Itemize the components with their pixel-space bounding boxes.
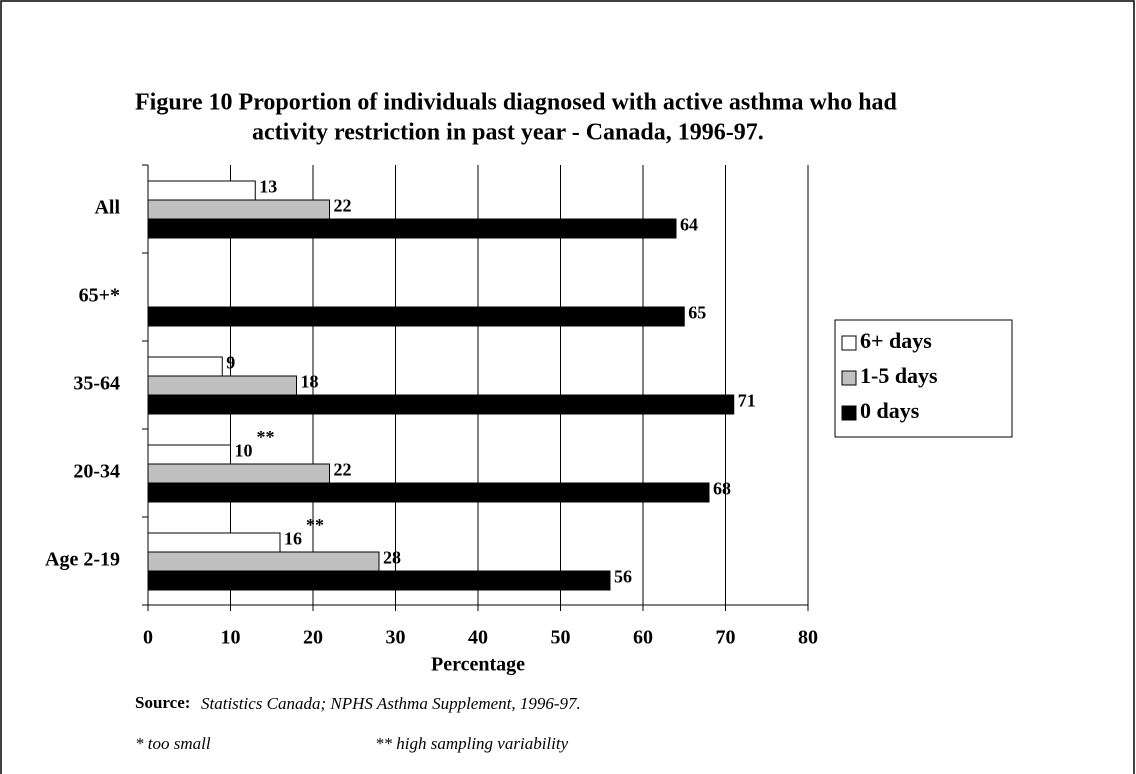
legend-swatch	[841, 405, 857, 421]
y-tick-label: All	[94, 197, 120, 219]
data-label: 10	[235, 441, 253, 461]
data-note: **	[257, 427, 275, 447]
data-note: **	[306, 515, 324, 535]
bar	[147, 444, 231, 465]
data-label: 65	[688, 303, 706, 323]
y-tick-label: 20-34	[73, 461, 120, 483]
bar	[147, 180, 256, 201]
legend-label: 1-5 days	[860, 363, 938, 388]
x-tick-label: 50	[551, 627, 571, 649]
data-label: 68	[713, 479, 731, 499]
data-label: 71	[738, 391, 756, 411]
legend-label: 6+ days	[860, 328, 932, 353]
legend-swatch	[841, 335, 857, 351]
data-label: 22	[334, 196, 352, 216]
footnote: ** high sampling variability	[375, 734, 569, 753]
legend	[834, 319, 1013, 438]
data-label: 28	[383, 548, 401, 568]
legend-label: 0 days	[860, 398, 920, 423]
data-label: 18	[301, 372, 319, 392]
data-label: 13	[259, 177, 277, 197]
bar	[147, 199, 330, 220]
bar	[147, 375, 297, 396]
bar	[147, 394, 735, 415]
bar	[147, 218, 677, 239]
source-label: Source:	[135, 693, 190, 712]
x-tick-label: 30	[386, 627, 406, 649]
footnote: * too small	[135, 734, 211, 753]
x-tick-label: 60	[633, 627, 653, 649]
chart-title: Figure 10 Proportion of individuals diag…	[135, 90, 898, 116]
legend-swatch	[841, 370, 857, 386]
bar	[147, 532, 281, 553]
bar	[147, 551, 380, 572]
bar	[147, 356, 223, 377]
bar	[147, 306, 685, 327]
source: Statistics Canada; NPHS Asthma Supplemen…	[201, 694, 581, 713]
data-label: 16	[284, 529, 302, 549]
x-tick-label: 40	[468, 627, 488, 649]
data-label: 22	[334, 460, 352, 480]
bar	[147, 482, 710, 503]
data-label: 9	[226, 353, 235, 373]
bar	[147, 570, 611, 591]
x-tick-label: 70	[716, 627, 736, 649]
y-tick-label: Age 2-19	[45, 549, 120, 571]
x-tick-label: 80	[798, 627, 818, 649]
data-label: 64	[680, 215, 698, 235]
y-tick-label: 35-64	[73, 373, 120, 395]
chart-title: activity restriction in past year - Cana…	[252, 120, 764, 146]
x-tick-label: 20	[303, 627, 323, 649]
data-label: 56	[614, 567, 632, 587]
x-tick-label: 0	[143, 627, 153, 649]
x-axis-label: Percentage	[431, 654, 525, 676]
y-tick-label: 65+*	[79, 285, 120, 307]
bar	[147, 463, 330, 484]
x-tick-label: 10	[221, 627, 241, 649]
